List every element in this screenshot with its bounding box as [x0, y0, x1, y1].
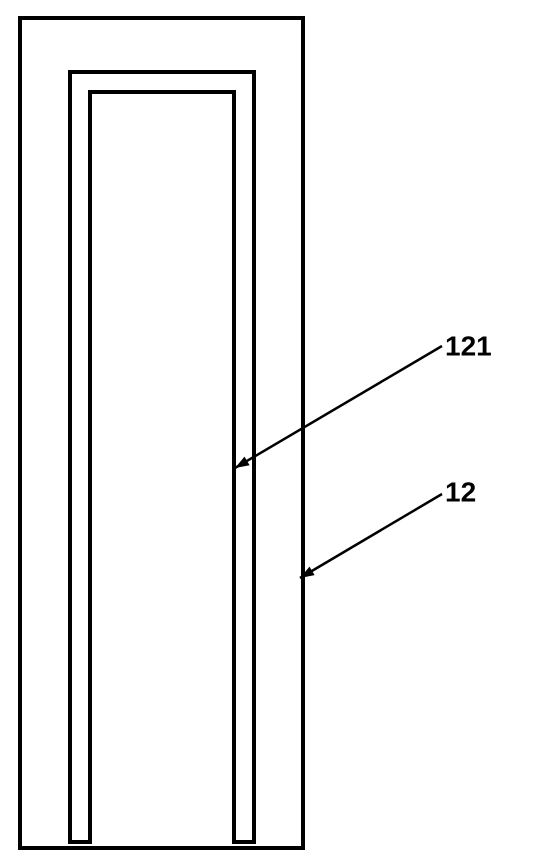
outer-rect	[20, 18, 303, 848]
label-121: 121	[445, 330, 492, 361]
leader-12	[300, 494, 442, 578]
leader-121-arrow	[235, 457, 250, 468]
leader-121	[235, 346, 442, 468]
inner-u-shape	[70, 72, 254, 842]
label-12: 12	[445, 476, 476, 507]
engineering-diagram: 121 12	[0, 0, 555, 867]
